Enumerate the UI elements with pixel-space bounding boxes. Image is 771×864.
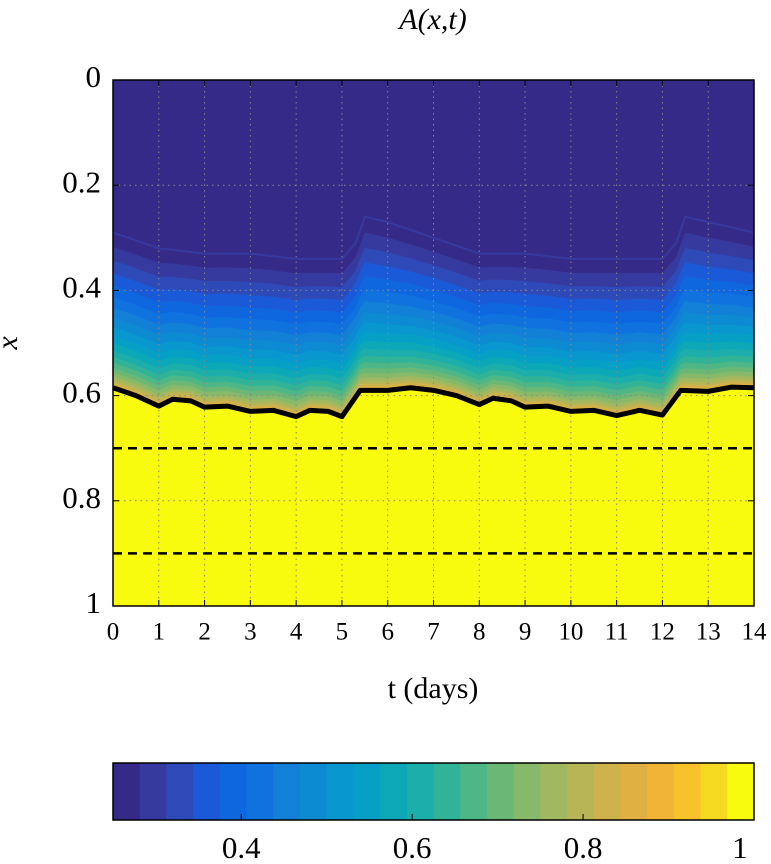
colorbar-cell: [700, 763, 728, 820]
front-line: [112, 384, 755, 420]
colorbar-tick-label: 0.4: [222, 830, 261, 864]
colorbar-cell: [460, 763, 488, 820]
x-tick-label: 7: [427, 619, 440, 646]
colorbar-cell: [433, 763, 461, 820]
colorbar-cell: [727, 763, 755, 820]
y-axis-label: x: [0, 336, 24, 351]
y-tick-label: 0.6: [62, 375, 101, 410]
y-tick-label: 0.2: [62, 164, 101, 199]
colorbar-cell: [219, 763, 248, 820]
colorbar-cell: [540, 763, 568, 820]
x-tick-label: 4: [290, 619, 303, 646]
y-tick-label: 0.8: [62, 480, 101, 515]
x-tick-label: 2: [198, 619, 211, 646]
colorbar-cell: [647, 763, 675, 820]
colorbar-cell: [193, 763, 221, 820]
colorbar-cell: [380, 763, 408, 820]
colorbar-cell: [246, 763, 274, 820]
x-tick-label: 6: [381, 619, 394, 646]
colorbar-cell: [139, 763, 167, 820]
colorbar-cell: [620, 763, 648, 820]
colorbar-cell: [486, 763, 515, 820]
contour-top: [112, 215, 755, 260]
colorbar-cell: [353, 763, 381, 820]
colorbar-tick-label: 1: [732, 830, 748, 864]
colorbar-frame: [112, 762, 755, 821]
colorbar-cell: [273, 763, 301, 820]
colorbar-cell: [326, 763, 354, 820]
x-tick-label: 11: [605, 619, 629, 646]
colorbar-tick-label: 0.6: [393, 830, 432, 864]
colorbar-cell: [593, 763, 621, 820]
x-tick-label: 0: [107, 619, 120, 646]
y-tick-label: 0: [86, 59, 102, 94]
colorbar-cell: [567, 763, 595, 820]
x-tick-label: 8: [473, 619, 486, 646]
colorbar-cell: [113, 763, 141, 820]
colorbar-cell: [673, 763, 702, 820]
y-tick-label: 0.4: [62, 270, 101, 305]
x-tick-label: 14: [742, 619, 768, 646]
x-tick-label: 3: [244, 619, 257, 646]
x-tick-label: 9: [519, 619, 532, 646]
x-tick-label: 12: [650, 619, 675, 646]
colorbar-tick-label: 0.8: [564, 830, 603, 864]
x-tick-label: 13: [696, 619, 721, 646]
colorbar-cell: [406, 763, 434, 820]
x-tick-label: 10: [558, 619, 583, 646]
colorbar-cell: [166, 763, 194, 820]
y-tick-label: 1: [86, 585, 102, 620]
colorbar-cell: [299, 763, 328, 820]
x-tick-label: 5: [336, 619, 349, 646]
x-tick-label: 1: [153, 619, 166, 646]
chart-title: A(x,t): [397, 3, 466, 36]
contour-band: [112, 386, 755, 607]
colorbar-cell: [513, 763, 541, 820]
x-axis-label: t (days): [388, 672, 479, 705]
